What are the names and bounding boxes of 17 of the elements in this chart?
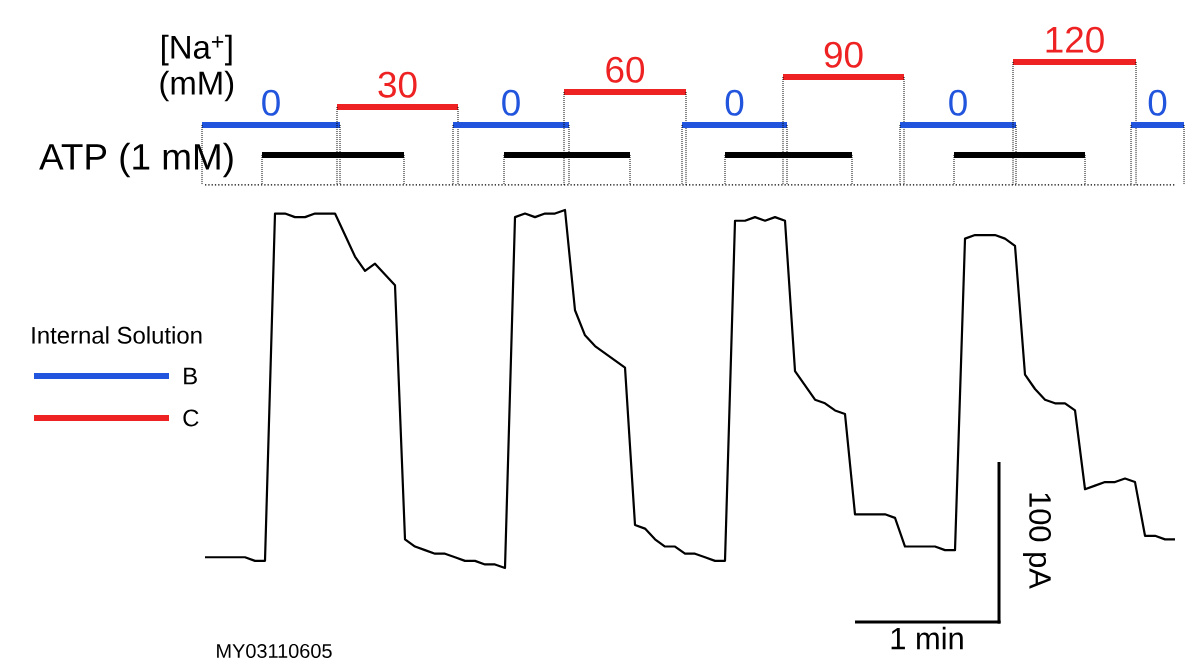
text: B bbox=[184, 367, 197, 385]
text: ATP (1 mM) bbox=[39, 142, 233, 178]
text: 60 bbox=[606, 56, 645, 83]
text: 120 bbox=[1046, 26, 1104, 53]
text: 0 bbox=[949, 89, 967, 116]
annotation: 100 pA bbox=[1023, 493, 1051, 589]
text: 90 bbox=[824, 41, 863, 68]
text: MY03110605 bbox=[217, 643, 332, 659]
text: 0 bbox=[262, 89, 280, 116]
text: [Na$^{+}$] (mM) bbox=[160, 34, 234, 102]
legend-title: Internal Solution bbox=[32, 326, 202, 344]
text: 0 bbox=[1148, 89, 1167, 116]
text: 0 bbox=[502, 89, 520, 116]
text: 30 bbox=[378, 71, 417, 98]
text: 0 bbox=[725, 89, 744, 116]
text: 1 min bbox=[891, 626, 963, 650]
text: C bbox=[183, 409, 199, 427]
